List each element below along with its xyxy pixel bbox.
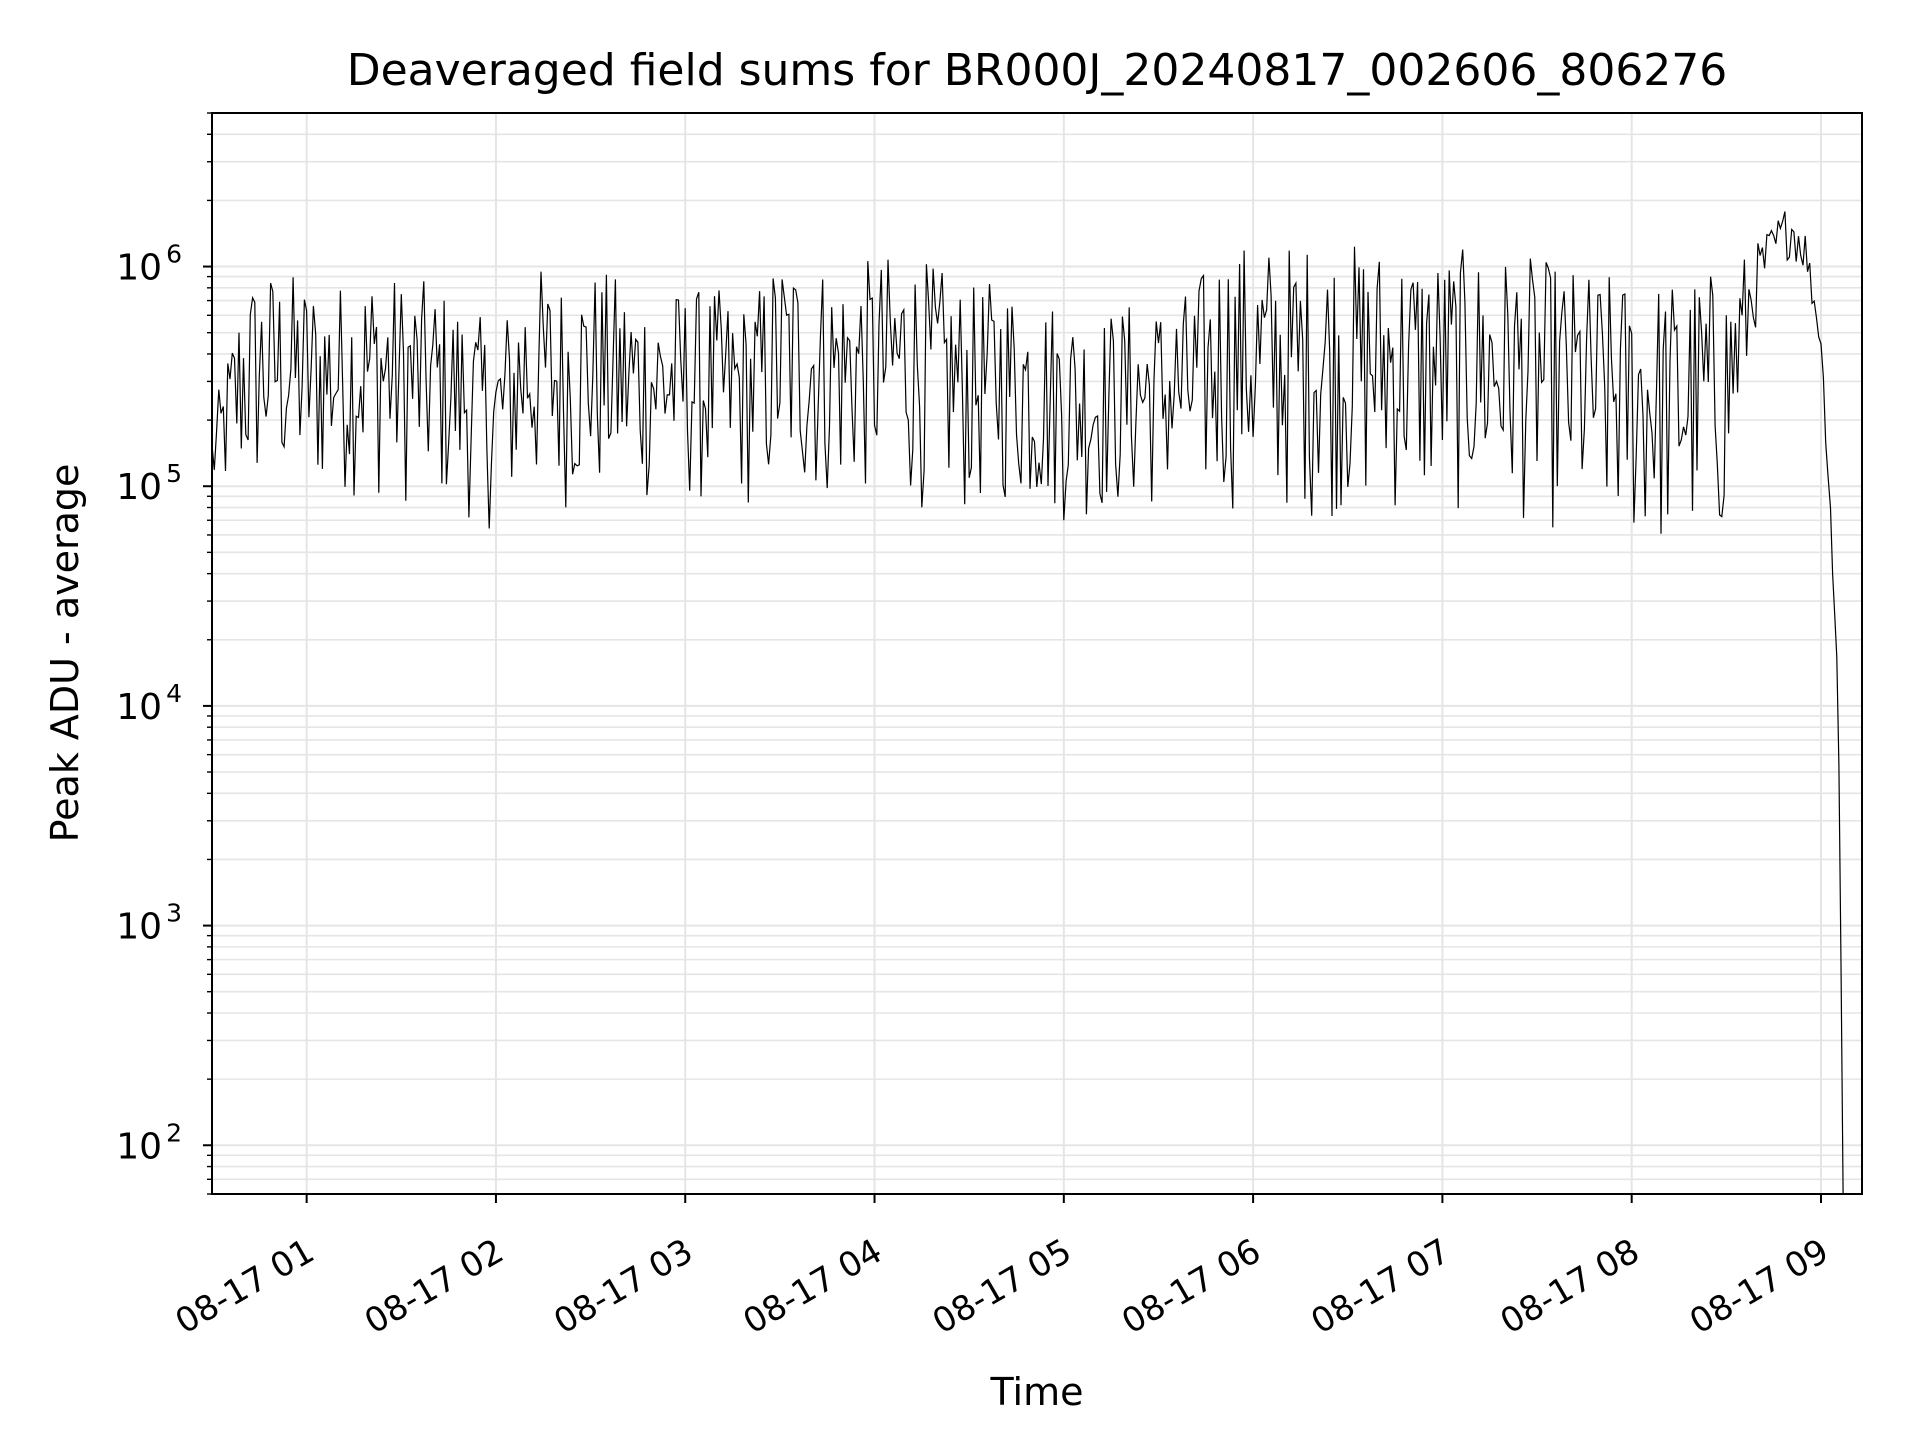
- y-tick-label: 10: [116, 248, 162, 289]
- y-tick-label: 10: [116, 907, 162, 948]
- y-tick-exponent: 3: [166, 899, 182, 928]
- x-axis-label: Time: [990, 1370, 1084, 1414]
- y-tick-exponent: 4: [166, 679, 182, 708]
- chart-title: Deaveraged field sums for BR000J_2024081…: [347, 45, 1728, 96]
- y-tick-label: 10: [116, 467, 162, 508]
- y-axis-label: Peak ADU - average: [43, 464, 87, 843]
- y-tick-exponent: 2: [166, 1118, 182, 1147]
- y-tick-label: 10: [116, 687, 162, 728]
- y-tick-exponent: 6: [166, 240, 182, 269]
- series-line: [211, 211, 1844, 1195]
- plot-frame: [211, 112, 1863, 1195]
- y-tick-label: 10: [116, 1126, 162, 1167]
- data-layer: [211, 211, 1844, 1195]
- y-tick-exponent: 5: [166, 459, 182, 488]
